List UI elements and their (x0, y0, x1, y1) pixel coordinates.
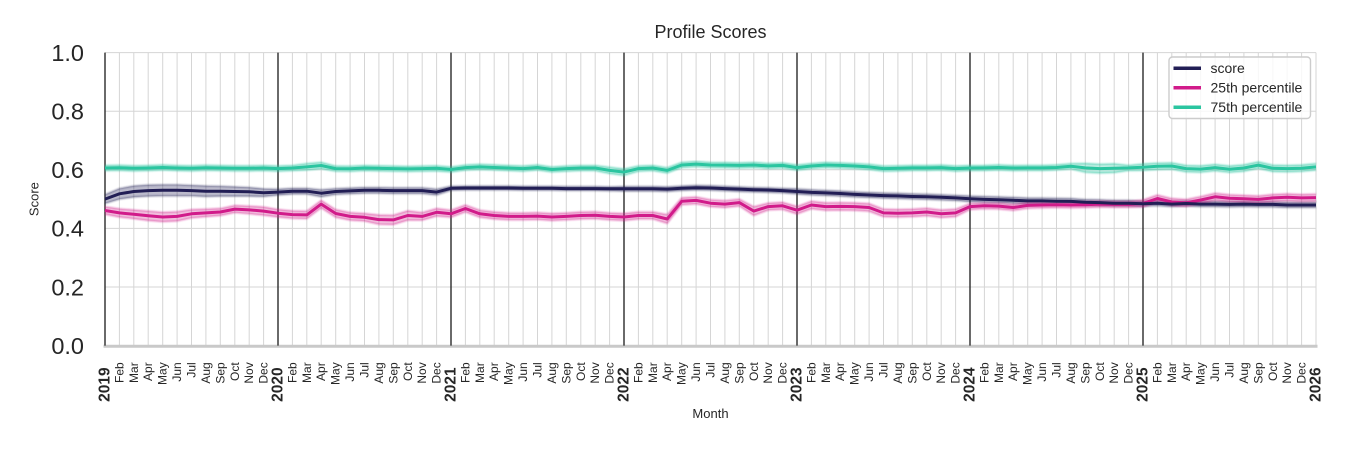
svg-text:Sep: Sep (1251, 362, 1265, 384)
svg-text:Mar: Mar (1165, 362, 1179, 383)
svg-text:0.4: 0.4 (51, 216, 84, 242)
svg-text:Feb: Feb (1150, 362, 1164, 383)
svg-text:Jun: Jun (862, 362, 876, 381)
svg-text:Nov: Nov (242, 362, 256, 383)
svg-text:May: May (675, 362, 689, 385)
svg-text:Oct: Oct (1093, 362, 1107, 381)
svg-text:Aug: Aug (545, 362, 559, 383)
svg-text:Dec: Dec (430, 362, 444, 383)
svg-text:75th percentile: 75th percentile (1211, 99, 1303, 115)
svg-text:Aug: Aug (372, 362, 386, 383)
svg-text:May: May (1194, 362, 1208, 385)
svg-text:0.6: 0.6 (51, 157, 84, 183)
svg-text:Jun: Jun (170, 362, 184, 381)
svg-text:Apr: Apr (141, 362, 155, 381)
svg-text:Nov: Nov (934, 362, 948, 383)
svg-text:Jul: Jul (358, 362, 372, 377)
svg-text:Jun: Jun (343, 362, 357, 381)
svg-text:Sep: Sep (386, 362, 400, 384)
svg-text:25th percentile: 25th percentile (1211, 79, 1303, 95)
svg-text:Sep: Sep (559, 362, 573, 384)
svg-text:2020: 2020 (270, 367, 287, 401)
svg-text:2019: 2019 (97, 367, 114, 402)
svg-text:Month: Month (692, 406, 728, 421)
svg-text:Oct: Oct (920, 362, 934, 381)
svg-text:Jun: Jun (689, 362, 703, 381)
svg-text:Feb: Feb (285, 362, 299, 383)
svg-text:Jul: Jul (185, 362, 199, 377)
svg-text:Nov: Nov (1107, 362, 1121, 383)
svg-text:2024: 2024 (962, 367, 979, 402)
svg-text:Feb: Feb (631, 362, 645, 383)
svg-text:Mar: Mar (819, 362, 833, 383)
svg-text:2023: 2023 (789, 367, 806, 402)
svg-text:Jul: Jul (877, 362, 891, 377)
svg-text:Jul: Jul (1050, 362, 1064, 377)
svg-text:Apr: Apr (487, 362, 501, 381)
svg-text:Dec: Dec (1295, 362, 1309, 383)
svg-text:Nov: Nov (588, 362, 602, 383)
svg-text:Jun: Jun (516, 362, 530, 381)
svg-text:Feb: Feb (804, 362, 818, 383)
svg-text:Nov: Nov (1280, 362, 1294, 383)
svg-text:May: May (848, 362, 862, 385)
svg-text:score: score (1211, 60, 1245, 76)
svg-text:Mar: Mar (300, 362, 314, 383)
svg-text:2022: 2022 (616, 367, 633, 401)
svg-text:Oct: Oct (401, 362, 415, 381)
svg-text:Dec: Dec (1122, 362, 1136, 383)
svg-text:2026: 2026 (1308, 367, 1325, 402)
svg-text:Apr: Apr (1179, 362, 1193, 381)
svg-text:Dec: Dec (949, 362, 963, 383)
svg-text:Apr: Apr (1006, 362, 1020, 381)
svg-text:Aug: Aug (891, 362, 905, 383)
svg-text:Oct: Oct (1266, 362, 1280, 381)
svg-text:May: May (1021, 362, 1035, 385)
svg-text:2025: 2025 (1135, 367, 1152, 402)
svg-text:Aug: Aug (1237, 362, 1251, 383)
svg-text:Apr: Apr (833, 362, 847, 381)
svg-text:Sep: Sep (213, 362, 227, 384)
svg-text:Jun: Jun (1035, 362, 1049, 381)
svg-text:Feb: Feb (977, 362, 991, 383)
svg-text:Jul: Jul (704, 362, 718, 377)
svg-text:Sep: Sep (905, 362, 919, 384)
svg-text:Apr: Apr (314, 362, 328, 381)
svg-text:Dec: Dec (603, 362, 617, 383)
svg-text:Oct: Oct (228, 362, 242, 381)
svg-text:Dec: Dec (257, 362, 271, 383)
svg-text:Aug: Aug (199, 362, 213, 383)
svg-text:0.8: 0.8 (51, 99, 84, 125)
svg-text:Apr: Apr (660, 362, 674, 381)
svg-text:May: May (156, 362, 170, 385)
svg-text:May: May (502, 362, 516, 385)
svg-text:1.0: 1.0 (51, 40, 84, 66)
svg-text:Jul: Jul (1223, 362, 1237, 377)
svg-text:Dec: Dec (776, 362, 790, 383)
svg-text:Feb: Feb (112, 362, 126, 383)
svg-text:Mar: Mar (992, 362, 1006, 383)
svg-text:May: May (329, 362, 343, 385)
svg-text:Aug: Aug (1064, 362, 1078, 383)
svg-text:Nov: Nov (415, 362, 429, 383)
svg-text:0.0: 0.0 (51, 333, 84, 359)
svg-text:Jun: Jun (1208, 362, 1222, 381)
svg-text:Score: Score (27, 182, 42, 216)
svg-text:Jul: Jul (531, 362, 545, 377)
svg-text:Sep: Sep (1078, 362, 1092, 384)
svg-text:Nov: Nov (761, 362, 775, 383)
svg-text:Oct: Oct (747, 362, 761, 381)
svg-text:2021: 2021 (443, 367, 460, 402)
svg-text:Sep: Sep (732, 362, 746, 384)
svg-text:Mar: Mar (127, 362, 141, 383)
svg-text:Oct: Oct (574, 362, 588, 381)
svg-text:0.2: 0.2 (51, 274, 84, 300)
svg-text:Mar: Mar (473, 362, 487, 383)
svg-text:Mar: Mar (646, 362, 660, 383)
svg-text:Aug: Aug (718, 362, 732, 383)
svg-text:Profile Scores: Profile Scores (654, 22, 766, 42)
svg-text:Feb: Feb (458, 362, 472, 383)
